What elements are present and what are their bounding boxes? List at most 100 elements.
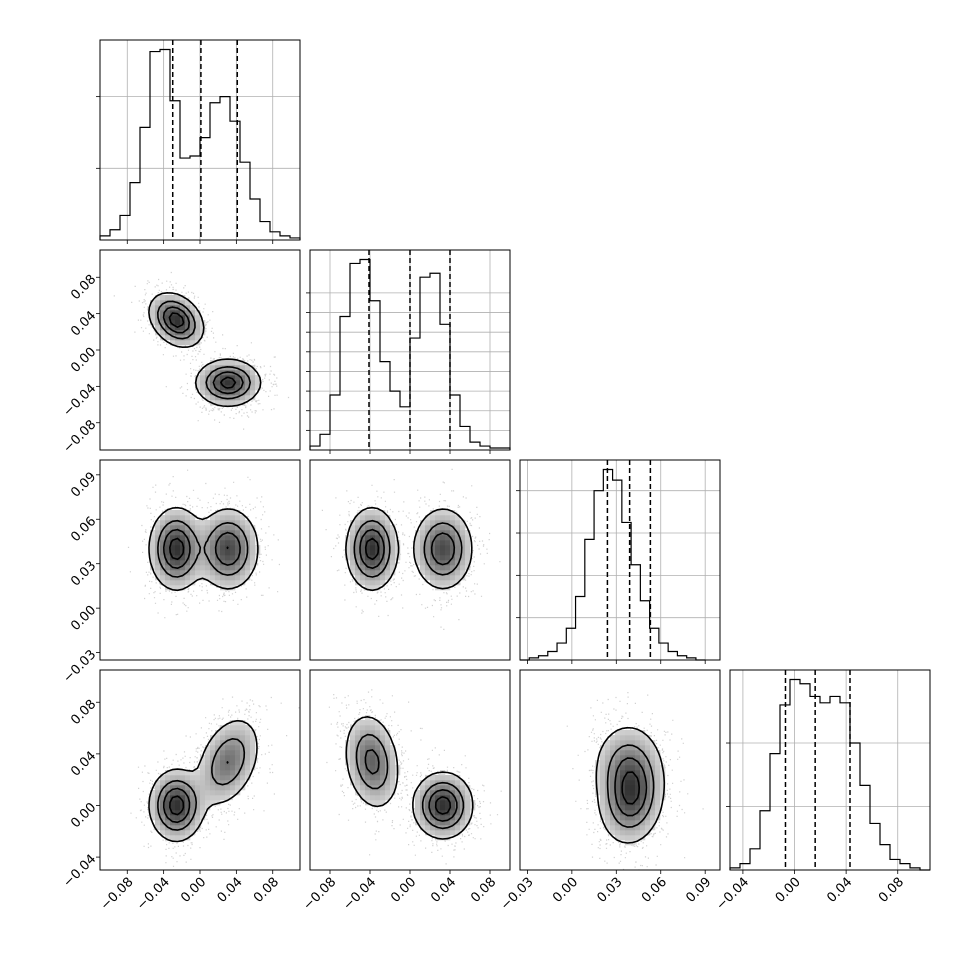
density-cell <box>415 550 421 556</box>
density-cell <box>220 745 226 751</box>
density-cell <box>155 525 161 531</box>
density-cell <box>170 530 176 536</box>
density-cell <box>615 815 621 821</box>
density-cell <box>425 785 431 791</box>
density-cell <box>655 805 661 811</box>
density-cell <box>435 535 441 541</box>
density-cell <box>165 775 171 781</box>
density-cell <box>220 540 226 546</box>
density-cell <box>625 790 631 796</box>
density-cell <box>225 585 231 591</box>
density-cell <box>170 560 176 566</box>
density-cell <box>605 815 611 821</box>
density-cell <box>430 575 436 581</box>
x-tick-label: −0.04 <box>713 875 752 914</box>
density-cell <box>220 785 226 791</box>
x-tick-label: 0.04 <box>215 875 246 906</box>
density-cell <box>240 395 246 401</box>
density-cell <box>195 535 201 541</box>
density-cell <box>360 795 366 801</box>
density-cell <box>620 750 626 756</box>
density-cell <box>160 555 166 561</box>
density-cell <box>220 530 226 536</box>
density-cell <box>175 315 181 321</box>
density-cell <box>365 735 371 741</box>
density-cell <box>240 575 246 581</box>
density-cell <box>365 775 371 781</box>
density-cell <box>245 755 251 761</box>
density-cell <box>170 800 176 806</box>
density-cell <box>170 520 176 526</box>
density-cell <box>235 780 241 786</box>
density-cell <box>200 785 206 791</box>
density-cell <box>625 805 631 811</box>
density-layer <box>130 670 300 867</box>
density-cell <box>455 520 461 526</box>
density-cell <box>600 815 606 821</box>
density-cell <box>165 335 171 341</box>
density-cell <box>605 800 611 806</box>
density-cell <box>205 545 211 551</box>
density-cell <box>160 815 166 821</box>
density-cell <box>180 565 186 571</box>
density-cell <box>435 830 441 836</box>
density-cell <box>175 800 181 806</box>
density-cell <box>185 565 191 571</box>
density-cell <box>195 795 201 801</box>
density-cell <box>620 735 626 741</box>
density-cell <box>460 785 466 791</box>
density-cell <box>440 545 446 551</box>
density-cell <box>390 530 396 536</box>
density-cell <box>245 525 251 531</box>
density-cell <box>370 540 376 546</box>
density-cell <box>150 810 156 816</box>
density-cell <box>175 585 181 591</box>
x-tick-label: 0.04 <box>824 875 855 906</box>
density-cell <box>645 745 651 751</box>
density-cell <box>350 775 356 781</box>
density-cell <box>645 815 651 821</box>
density-cell <box>390 750 396 756</box>
density-cell <box>650 810 656 816</box>
density-cell <box>195 820 201 826</box>
contour-line <box>169 795 185 816</box>
y-tick-label: −0.08 <box>61 417 100 456</box>
density-cell <box>370 790 376 796</box>
density-cell <box>365 795 371 801</box>
density-cell <box>420 520 426 526</box>
density-cell <box>220 575 226 581</box>
panel-frame <box>99 39 301 241</box>
density-cell <box>600 780 606 786</box>
density-cell <box>610 745 616 751</box>
density-cell <box>640 775 646 781</box>
density-cell <box>450 565 456 571</box>
density-cell <box>225 525 231 531</box>
density-cell <box>195 815 201 821</box>
density-cell <box>175 580 181 586</box>
density-cell <box>620 755 626 761</box>
density-cell <box>460 790 466 796</box>
density-cell <box>640 810 646 816</box>
density-cell <box>605 755 611 761</box>
density-cell <box>165 300 171 306</box>
density-cell <box>380 775 386 781</box>
density-cell <box>250 385 256 391</box>
density-cell <box>390 525 396 531</box>
density-cell <box>600 775 606 781</box>
density-cell <box>185 320 191 326</box>
density-cell <box>625 785 631 791</box>
density-cell <box>185 510 191 516</box>
density-cell <box>445 525 451 531</box>
density-layer <box>321 468 501 630</box>
density-cell <box>355 735 361 741</box>
density-cell <box>600 805 606 811</box>
density-cell <box>235 730 241 736</box>
density-cell <box>165 565 171 571</box>
density-cell <box>385 520 391 526</box>
density-cell <box>345 755 351 761</box>
density-cell <box>225 750 231 756</box>
density-cell <box>230 755 236 761</box>
density-cell <box>165 510 171 516</box>
density-cell <box>625 745 631 751</box>
density-cell <box>215 510 221 516</box>
